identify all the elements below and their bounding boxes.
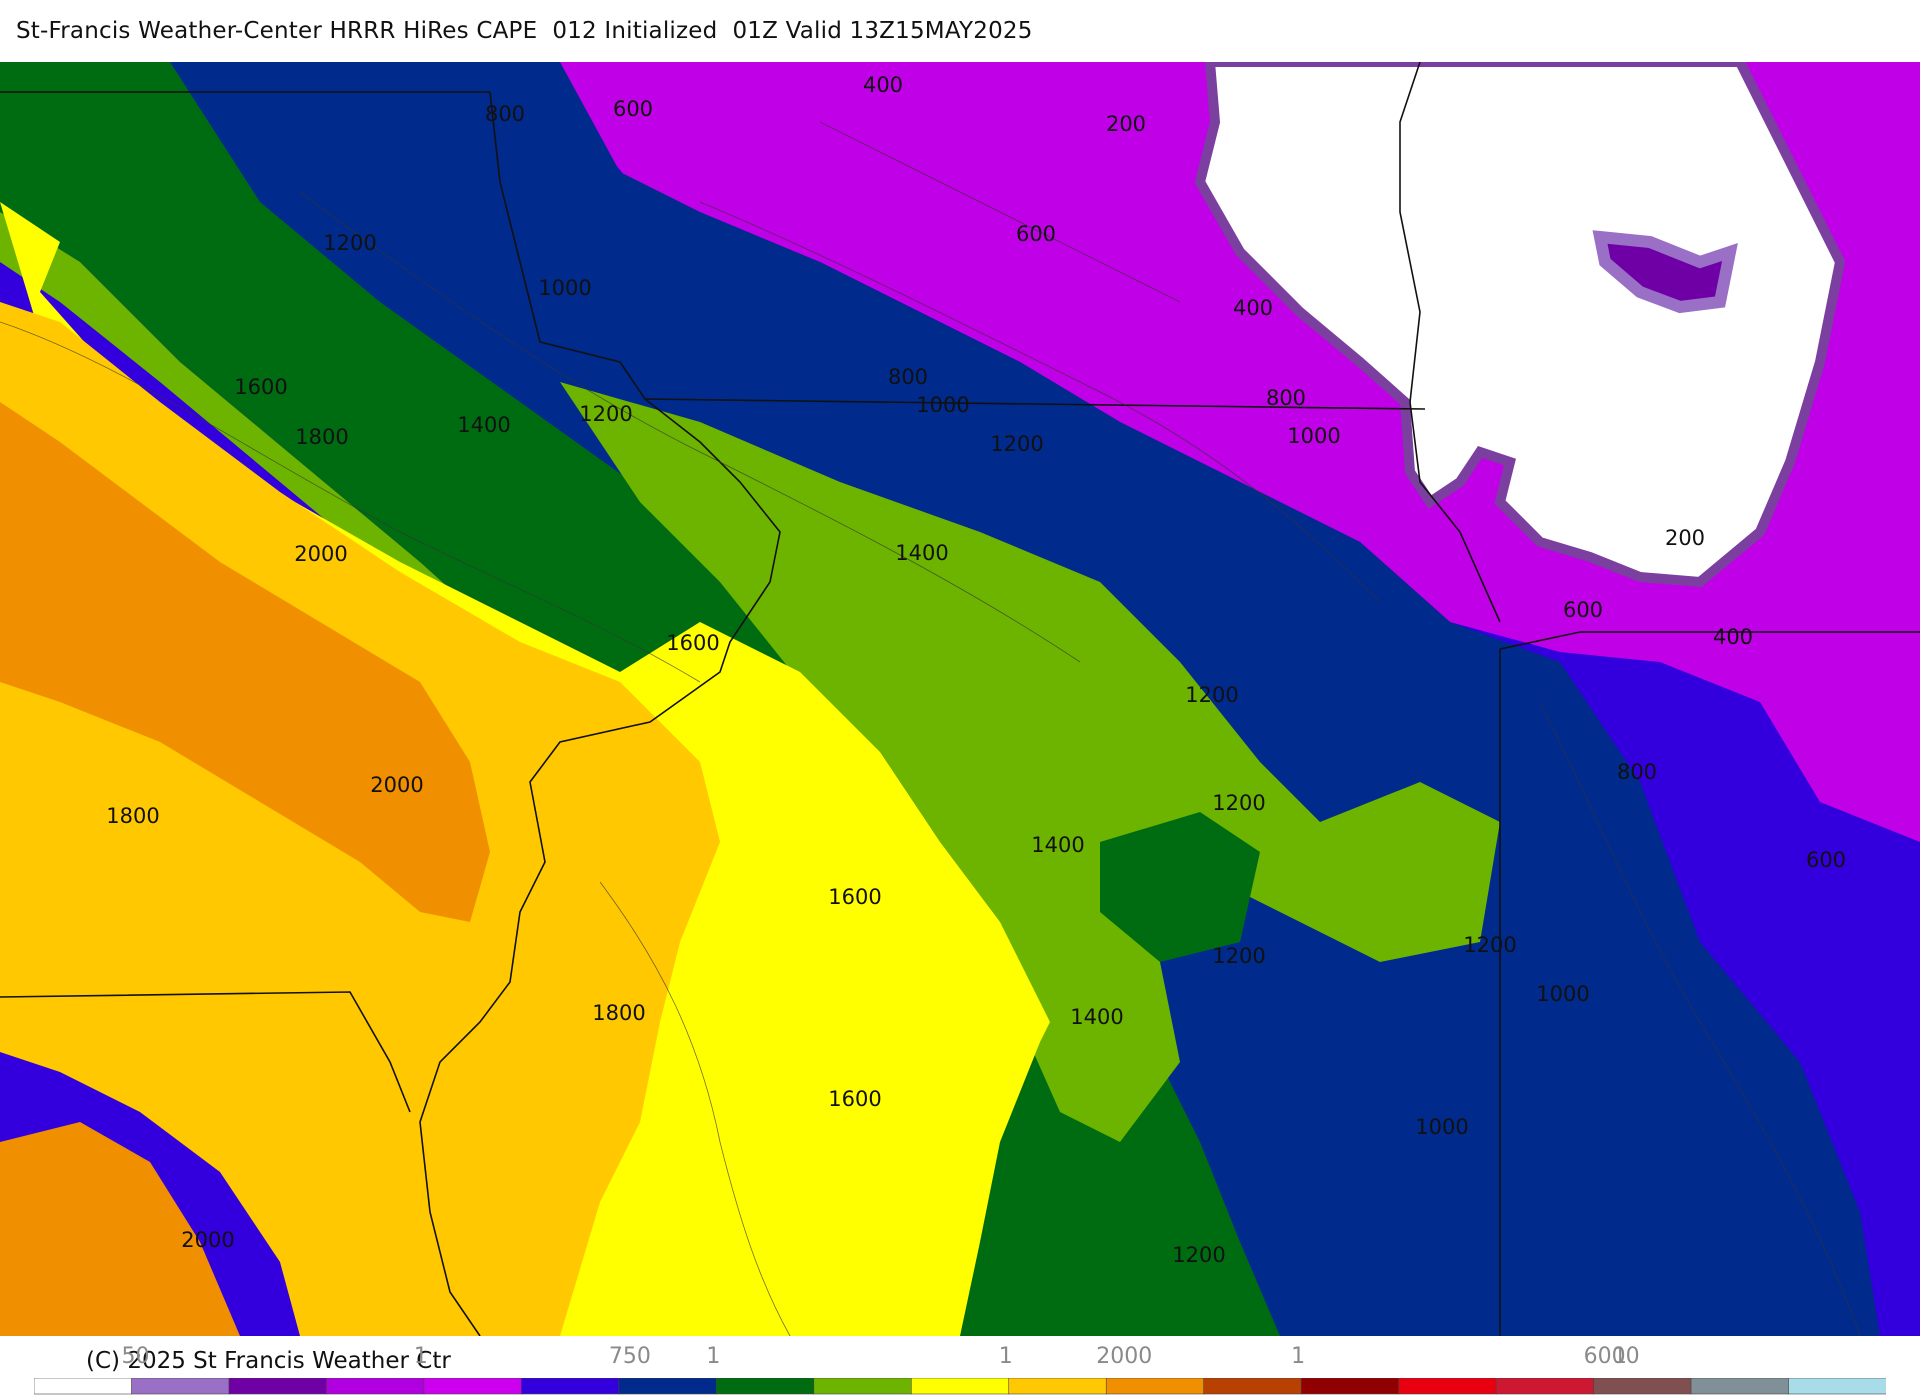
contour-label: 1400 — [1070, 1005, 1123, 1029]
contour-label: 1200 — [1185, 683, 1238, 707]
contour-label: 600 — [1806, 848, 1846, 872]
colorbar-swatch — [326, 1378, 425, 1395]
colorbar-swatch — [618, 1378, 718, 1395]
contour-label: 1600 — [828, 1087, 881, 1111]
contour-label: 2000 — [181, 1228, 234, 1252]
colorbar-label: 2000 — [1096, 1344, 1153, 1369]
contour-label: 2000 — [370, 773, 423, 797]
colorbar-swatch — [813, 1378, 913, 1395]
colorbar-swatch — [228, 1378, 328, 1395]
contour-label: 800 — [1266, 386, 1306, 410]
colorbar-swatch — [910, 1378, 1010, 1395]
contour-label: 1200 — [990, 432, 1043, 456]
contour-label: 800 — [888, 365, 928, 389]
state-boundaries — [0, 62, 1920, 1336]
colorbar-swatch — [423, 1378, 523, 1395]
contour-labels: 800 600 400 200 1200 1000 600 400 1600 1800 1400 12… — [106, 73, 1846, 1267]
contour-label: 200 — [1106, 112, 1146, 136]
contour-label: 1000 — [1415, 1115, 1468, 1139]
copyright-notice: (C) 2025 St Francis Weather Ctr — [86, 1348, 451, 1374]
colorbar-label: 1 — [1291, 1344, 1306, 1369]
colorbar-label: 6000 — [1583, 1344, 1640, 1369]
contour-label: 1600 — [666, 631, 719, 655]
contour-label: 1800 — [106, 804, 159, 828]
colorbar-swatch — [1495, 1378, 1595, 1395]
colorbar-label: 1 — [998, 1344, 1013, 1369]
field-lightgreen-east — [560, 382, 1500, 1142]
contour-label: 1400 — [895, 541, 948, 565]
field-lightgreen — [0, 212, 945, 1336]
contour-label: 600 — [613, 97, 653, 121]
colorbar-label: 750 — [608, 1344, 651, 1369]
colorbar-label: 1 — [706, 1344, 721, 1369]
contour-label: 1200 — [1172, 1243, 1225, 1267]
contour-label: 1000 — [1536, 982, 1589, 1006]
contour-label: 1600 — [234, 375, 287, 399]
colorbar-swatch — [1788, 1378, 1886, 1395]
colorbar-swatch — [1690, 1378, 1790, 1395]
contour-label: 400 — [1233, 296, 1273, 320]
contour-label: 800 — [485, 102, 525, 126]
colorbar-swatch — [1105, 1378, 1205, 1395]
colorbar-swatch — [1008, 1378, 1108, 1395]
contour-label: 1000 — [916, 393, 969, 417]
colorbar-swatch — [1593, 1378, 1692, 1395]
contour-label: 1000 — [538, 276, 591, 300]
lake-dark-patch — [1592, 230, 1738, 314]
contour-label: 1600 — [828, 885, 881, 909]
lake — [1194, 62, 1846, 588]
contour-label: 1200 — [323, 231, 376, 255]
map-title: St-Francis Weather-Center HRRR HiRes CAP… — [16, 18, 1033, 44]
contour-label: 600 — [1016, 222, 1056, 246]
contour-label: 1200 — [1212, 791, 1265, 815]
contour-label: 1400 — [457, 413, 510, 437]
colorbar-swatch — [131, 1378, 230, 1395]
contour-label: 1200 — [1212, 944, 1265, 968]
colorbar-label: 1 — [413, 1344, 428, 1369]
contour-label: 600 — [1563, 598, 1603, 622]
contour-label: 1200 — [1463, 933, 1516, 957]
contour-label: 400 — [1713, 625, 1753, 649]
contour-label: 1200 — [579, 402, 632, 426]
colorbar-label: 1 — [1612, 1344, 1627, 1369]
cape-map: 800 600 400 200 1200 1000 600 400 1600 1800 1400 12… — [0, 62, 1920, 1336]
field-orange-sw — [0, 1122, 240, 1336]
contour-lines — [0, 121, 1861, 1336]
contour-label: 1000 — [1287, 424, 1340, 448]
colorbar-swatch — [521, 1378, 620, 1395]
contour-label: 1800 — [295, 425, 348, 449]
colorbar-swatch — [34, 1378, 133, 1395]
colorbar-swatch — [1300, 1378, 1400, 1395]
contour-label: 1800 — [592, 1001, 645, 1025]
field-darkgreen-patch — [1100, 812, 1260, 962]
colorbar — [34, 1378, 1886, 1395]
colorbar-swatch — [1203, 1378, 1302, 1395]
contour-label: 800 — [1617, 760, 1657, 784]
colorbar-swatch — [1398, 1378, 1497, 1395]
contour-label: 1400 — [1031, 833, 1084, 857]
contour-label: 200 — [1665, 526, 1705, 550]
field-orange — [0, 402, 490, 922]
contour-label: 400 — [863, 73, 903, 97]
colorbar-swatch — [716, 1378, 815, 1395]
colorbar-label: 50 — [121, 1344, 150, 1369]
contour-label: 2000 — [294, 542, 347, 566]
